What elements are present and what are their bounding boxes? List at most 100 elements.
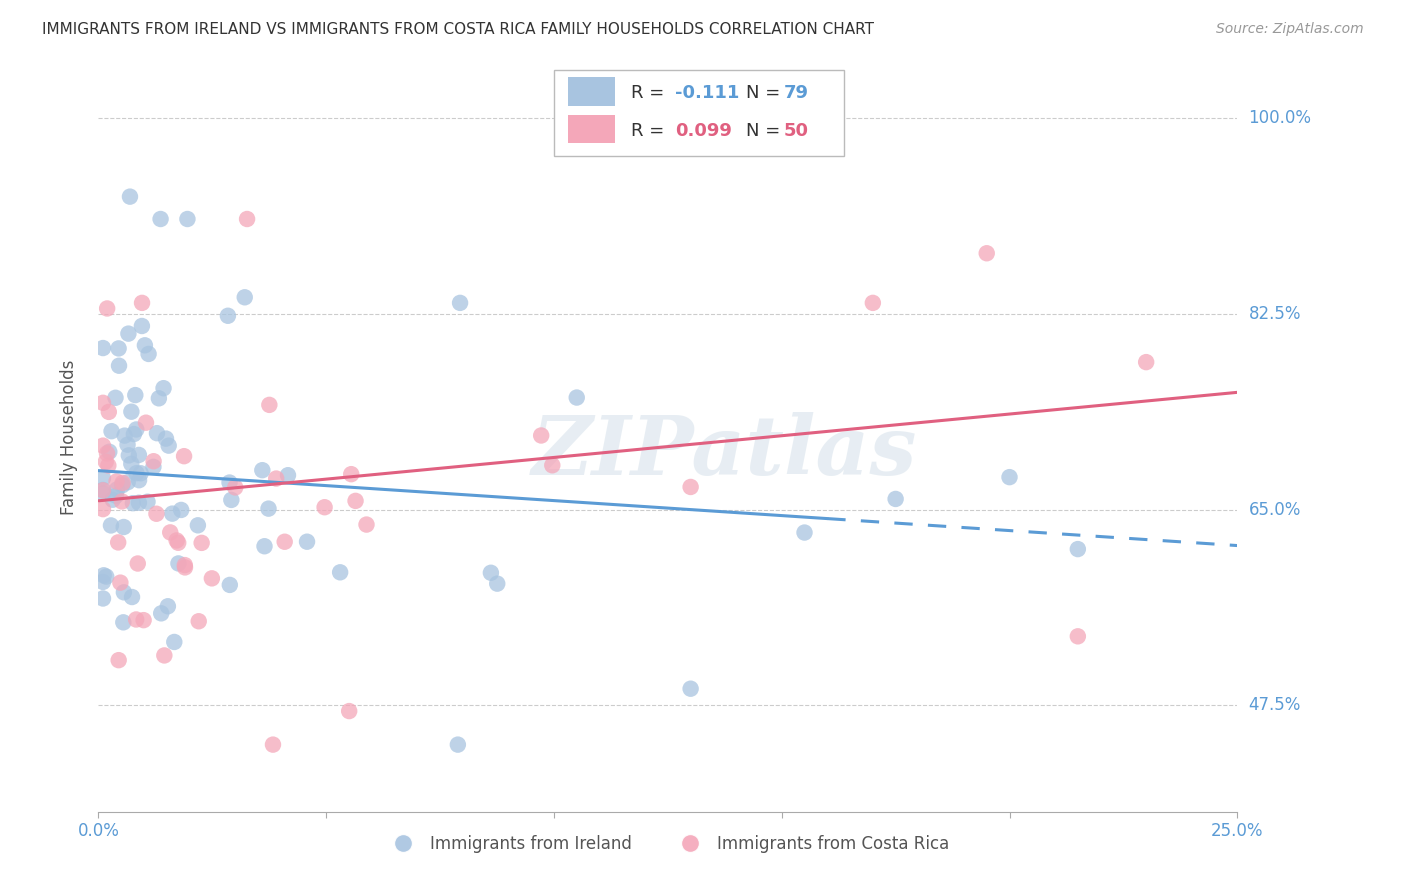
Text: N =: N = [747,84,786,103]
Text: Source: ZipAtlas.com: Source: ZipAtlas.com [1216,22,1364,37]
Point [118,449,141,463]
Point [128,496,150,510]
Point [122,496,145,510]
Point [259,398,281,412]
Point [170,503,193,517]
Point [190,536,212,550]
Point [138,347,160,361]
Point [112,585,135,599]
Point [125,466,148,480]
Point [157,439,180,453]
Point [112,520,135,534]
Text: 50: 50 [785,121,808,140]
Point [142,454,165,468]
Point [91,341,114,355]
Point [156,599,179,614]
Point [132,613,155,627]
Point [105,489,128,503]
Point [108,359,131,373]
Point [273,534,295,549]
Point [224,480,246,494]
Point [173,449,195,463]
Point [329,566,352,580]
Point [111,478,134,492]
Point [356,517,378,532]
FancyBboxPatch shape [554,70,845,156]
FancyBboxPatch shape [568,78,616,106]
Point [91,574,114,589]
Point [107,535,129,549]
Point [884,491,907,506]
Point [125,422,148,436]
Point [96,569,118,583]
Point [120,457,142,471]
Point [98,444,121,458]
Point [1067,629,1090,643]
Point [134,338,156,352]
Point [125,612,148,626]
Point [295,534,318,549]
Text: 100.0%: 100.0% [1249,110,1312,128]
Point [187,518,209,533]
Point [166,533,188,548]
Point [129,467,152,481]
Point [447,738,470,752]
Point [142,459,165,474]
Point [110,575,132,590]
Point [145,507,167,521]
Point [124,388,146,402]
Point [793,525,815,540]
Point [112,615,135,630]
Point [153,648,176,663]
Point [201,571,224,585]
Point [117,475,139,490]
Point [117,438,139,452]
Point [114,428,136,442]
Point [128,473,150,487]
Point [264,472,287,486]
Point [565,391,588,405]
Point [107,653,129,667]
Point [998,470,1021,484]
Point [91,396,114,410]
Point [91,483,114,498]
Text: IMMIGRANTS FROM IRELAND VS IMMIGRANTS FROM COSTA RICA FAMILY HOUSEHOLDS CORRELAT: IMMIGRANTS FROM IRELAND VS IMMIGRANTS FR… [42,22,875,37]
Text: 79: 79 [785,84,808,103]
Point [93,568,115,582]
Text: -0.111: -0.111 [675,84,740,103]
Point [107,342,129,356]
Point [131,296,153,310]
Point [176,212,198,227]
Point [128,448,150,462]
Point [148,392,170,406]
Point [121,590,143,604]
Point [159,525,181,540]
Point [91,483,114,497]
FancyBboxPatch shape [568,115,616,144]
Text: N =: N = [747,121,786,140]
Point [150,607,173,621]
Point [117,326,139,341]
Point [314,500,336,515]
Point [337,704,360,718]
Point [344,494,367,508]
Point [105,483,128,497]
Point [174,560,197,574]
Point [100,424,122,438]
Point [96,301,118,316]
Point [173,558,195,573]
Point [146,426,169,441]
Point [91,471,114,485]
Point [236,212,259,227]
Text: 47.5%: 47.5% [1249,697,1301,714]
Point [152,381,174,395]
Text: ZIPatlas: ZIPatlas [531,412,918,492]
Point [104,391,127,405]
Point [120,405,142,419]
Point [136,494,159,508]
Point [97,458,120,473]
Point [530,428,553,442]
Point [976,246,998,260]
Point [91,439,114,453]
Point [479,566,502,580]
